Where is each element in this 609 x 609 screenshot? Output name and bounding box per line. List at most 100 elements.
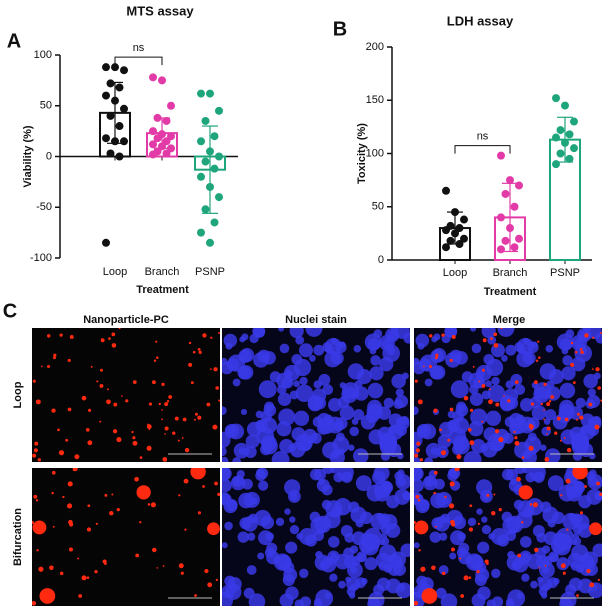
nucleus: [395, 388, 404, 397]
nanoparticle: [532, 502, 538, 508]
nanoparticle: [96, 380, 99, 383]
nucleus: [508, 478, 522, 492]
chart-title: LDH assay: [447, 13, 514, 28]
nanoparticle: [41, 365, 43, 368]
nucleus: [299, 596, 312, 606]
nucleus: [530, 341, 538, 349]
nanoparticle: [417, 499, 421, 502]
nucleus: [547, 475, 564, 492]
nanoparticle: [493, 493, 496, 496]
nucleus: [430, 492, 446, 509]
nanoparticle: [164, 426, 169, 431]
nanoparticle: [570, 362, 575, 367]
nanoparticle: [67, 503, 73, 509]
nanoparticle: [161, 409, 163, 411]
nucleus: [491, 376, 500, 386]
nanoparticle: [213, 367, 218, 372]
nucleus: [481, 441, 498, 458]
nanoparticle: [168, 395, 173, 399]
nucleus: [347, 363, 365, 380]
nanoparticle: [592, 336, 595, 339]
nanoparticle: [184, 447, 190, 453]
nucleus: [341, 471, 353, 483]
nanoparticle: [215, 386, 219, 390]
nucleus: [287, 490, 301, 503]
micrograph: [414, 328, 602, 462]
nanoparticle: [132, 440, 138, 446]
nucleus: [558, 403, 575, 421]
nucleus: [298, 527, 316, 546]
nucleus: [293, 380, 300, 388]
nucleus: [373, 329, 383, 339]
nanoparticle: [35, 399, 41, 405]
nanoparticle: [537, 340, 540, 343]
nanoparticle: [554, 431, 558, 435]
x-tick-label: Branch: [493, 267, 528, 279]
nucleus: [538, 576, 553, 592]
nanoparticle: [181, 573, 183, 576]
data-point: [149, 73, 157, 82]
nucleus: [319, 561, 327, 569]
y-tick-label: 200: [366, 41, 384, 53]
nucleus: [471, 343, 482, 354]
image-content: [414, 468, 602, 606]
nucleus: [425, 442, 442, 459]
nucleus: [313, 600, 323, 606]
nanoparticle: [131, 430, 134, 434]
nucleus: [455, 403, 469, 417]
nanoparticle: [472, 365, 475, 368]
data-point: [497, 245, 505, 254]
data-point: [201, 157, 210, 166]
nanoparticle: [116, 436, 122, 443]
panel-label: A: [7, 30, 21, 52]
nanoparticle: [560, 563, 566, 569]
data-point: [120, 137, 128, 146]
nucleus: [558, 484, 576, 502]
nanoparticle: [579, 511, 583, 515]
nanoparticle: [32, 520, 34, 525]
nanoparticle: [543, 409, 545, 411]
data-point: [197, 89, 205, 98]
nanoparticle: [155, 356, 159, 359]
nucleus: [225, 426, 236, 436]
nucleus: [593, 372, 601, 380]
nucleus: [474, 573, 487, 586]
nucleus: [505, 600, 515, 606]
x-tick-label: Branch: [145, 266, 180, 278]
x-tick-label: Loop: [443, 267, 467, 279]
nucleus: [514, 384, 526, 395]
nanoparticle: [39, 588, 56, 604]
nanoparticle: [155, 340, 158, 343]
nucleus: [367, 597, 381, 606]
x-tick-label: PSNP: [550, 267, 580, 279]
data-point: [565, 130, 574, 139]
nucleus: [305, 328, 323, 337]
nucleus: [222, 493, 232, 505]
nanoparticle: [423, 365, 425, 368]
data-point: [153, 134, 162, 143]
data-point: [120, 104, 128, 113]
data-point: [206, 89, 214, 98]
y-tick-label: 0: [378, 254, 384, 266]
nucleus: [505, 344, 517, 356]
micrograph: [222, 468, 410, 606]
nucleus: [415, 333, 430, 348]
nucleus: [239, 517, 252, 530]
nanoparticle: [164, 433, 166, 435]
nucleus: [355, 475, 372, 492]
nucleus: [561, 366, 576, 381]
data-point: [201, 205, 210, 214]
nanoparticle: [537, 356, 541, 359]
nucleus: [571, 357, 586, 372]
nanoparticle: [484, 559, 489, 564]
nucleus: [524, 436, 542, 454]
nanoparticle: [463, 395, 469, 401]
nucleus: [477, 586, 491, 600]
nanoparticle: [444, 495, 447, 499]
nucleus: [299, 376, 308, 386]
nucleus: [222, 479, 232, 493]
nanoparticle: [67, 407, 72, 412]
data-point: [149, 150, 157, 159]
nanoparticle: [482, 338, 487, 343]
nucleus: [487, 335, 497, 345]
